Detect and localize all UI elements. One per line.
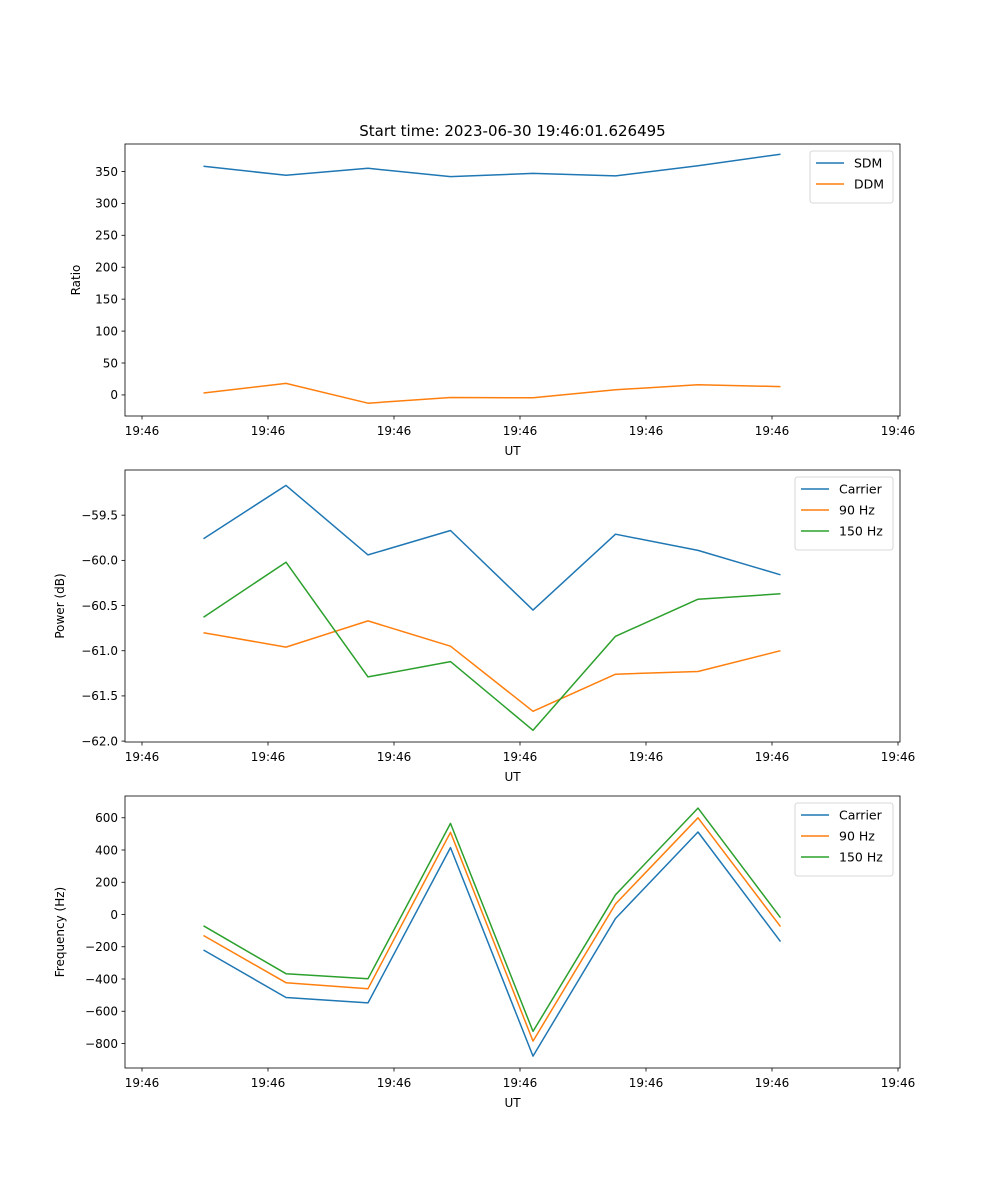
legend: Carrier 90 Hz 150 Hz xyxy=(794,802,894,877)
chart-panel-1: 0 50 100 150 200 250 300 350 19:46 19:46 19:46 19:4… xyxy=(69,143,916,458)
series-line-carrier xyxy=(203,831,782,1057)
legend-entry: 150 Hz xyxy=(839,850,883,865)
y-tick-label: −60.5 xyxy=(81,599,118,613)
y-tick-label: −61.5 xyxy=(81,689,118,703)
y-tick-label: 300 xyxy=(95,197,118,211)
y-tick-label: −60.0 xyxy=(81,554,118,568)
y-tick-label: 200 xyxy=(95,261,118,275)
legend-entry: 90 Hz xyxy=(839,829,875,844)
y-tick-label: 200 xyxy=(95,876,118,890)
x-axis-label: UT xyxy=(504,444,521,458)
legend-entry: Carrier xyxy=(839,808,883,823)
legend: Carrier 90 Hz 150 Hz xyxy=(794,476,894,551)
y-tick-label: −59.5 xyxy=(81,508,118,522)
legend: SDM DDM xyxy=(809,150,894,204)
series-line-90-hz xyxy=(203,620,781,713)
legend-entry: DDM xyxy=(854,177,884,192)
y-tick-label: 150 xyxy=(95,292,118,306)
x-tick-label: 19:46 xyxy=(125,424,160,438)
series-line-150-hz xyxy=(203,807,782,1033)
y-tick-label: −600 xyxy=(85,1005,118,1019)
y-axis-label: Ratio xyxy=(69,265,83,296)
chart-panel-3: −800 −600 −400 −200 0 200 400 600 19:46 19:46 19:4… xyxy=(53,795,916,1110)
x-tick-label: 19:46 xyxy=(377,750,412,764)
x-tick-label: 19:46 xyxy=(629,1076,664,1090)
y-tick-label: 400 xyxy=(95,843,118,857)
x-tick-label: 19:46 xyxy=(629,750,664,764)
x-tick-label: 19:46 xyxy=(377,424,412,438)
x-tick-label: 19:46 xyxy=(881,424,916,438)
x-tick-label: 19:46 xyxy=(251,1076,286,1090)
x-tick-label: 19:46 xyxy=(251,750,286,764)
x-tick-label: 19:46 xyxy=(755,750,790,764)
x-tick-label: 19:46 xyxy=(881,750,916,764)
series-line-ddm xyxy=(203,382,781,404)
y-tick-label: 0 xyxy=(110,908,118,922)
axes-frame xyxy=(124,469,901,743)
legend-entry: 90 Hz xyxy=(839,503,875,518)
series-line-90-hz xyxy=(203,817,782,1042)
y-tick-label: 50 xyxy=(103,356,118,370)
x-tick-label: 19:46 xyxy=(503,750,538,764)
series-line-150-hz xyxy=(203,561,781,732)
y-tick-label: −800 xyxy=(85,1037,118,1051)
legend-entry: SDM xyxy=(854,156,882,171)
x-tick-label: 19:46 xyxy=(251,424,286,438)
x-axis-label: UT xyxy=(504,770,521,784)
y-tick-label: 100 xyxy=(95,324,118,338)
y-tick-label: 250 xyxy=(95,229,118,243)
x-tick-label: 19:46 xyxy=(125,1076,160,1090)
x-tick-label: 19:46 xyxy=(755,1076,790,1090)
x-tick-label: 19:46 xyxy=(503,1076,538,1090)
y-tick-label: 350 xyxy=(95,165,118,179)
legend-frame xyxy=(809,150,894,204)
x-tick-label: 19:46 xyxy=(503,424,538,438)
axes-frame xyxy=(124,795,901,1069)
axes-frame xyxy=(124,143,901,417)
y-axis-label: Frequency (Hz) xyxy=(53,887,67,978)
x-tick-label: 19:46 xyxy=(881,1076,916,1090)
figure-title: Start time: 2023-06-30 19:46:01.626495 xyxy=(359,122,665,140)
legend-entry: Carrier xyxy=(839,482,883,497)
y-tick-label: −400 xyxy=(85,972,118,986)
x-axis-label: UT xyxy=(504,1096,521,1110)
chart-panel-2: −62.0 −61.5 −61.0 −60.5 −60.0 −59.5 19:46 19:46… xyxy=(53,469,916,784)
y-axis-label: Power (dB) xyxy=(53,573,67,638)
x-tick-label: 19:46 xyxy=(755,424,790,438)
y-tick-label: 600 xyxy=(95,811,118,825)
x-tick-label: 19:46 xyxy=(377,1076,412,1090)
y-tick-label: −62.0 xyxy=(81,734,118,748)
x-tick-label: 19:46 xyxy=(629,424,664,438)
series-line-carrier xyxy=(203,484,781,611)
x-tick-label: 19:46 xyxy=(125,750,160,764)
y-tick-label: −61.0 xyxy=(81,644,118,658)
legend-entry: 150 Hz xyxy=(839,524,883,539)
y-tick-label: 0 xyxy=(110,388,118,402)
y-tick-label: −200 xyxy=(85,940,118,954)
series-line-sdm xyxy=(203,153,781,178)
